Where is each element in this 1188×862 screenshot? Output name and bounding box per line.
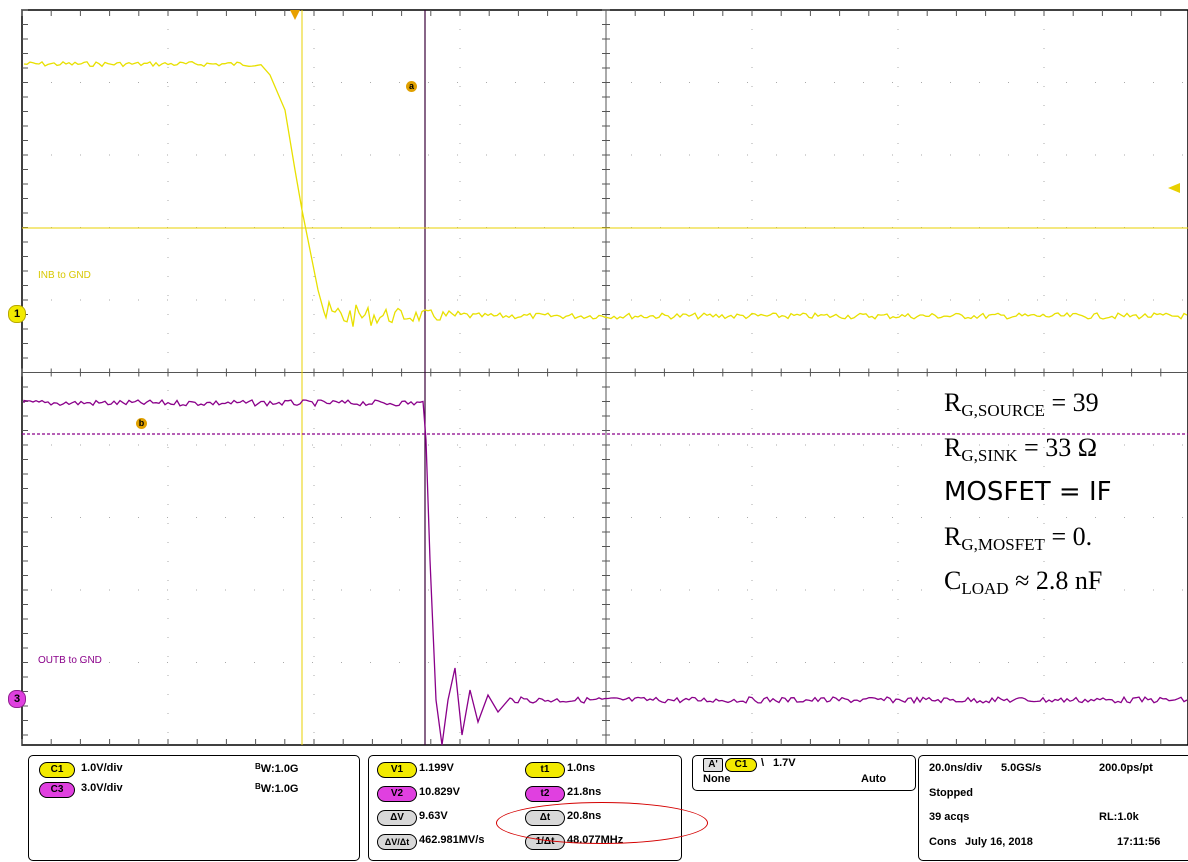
trigger-a-badge[interactable]: A' [703,758,723,772]
ch1-waveform-label: INB to GND [38,270,91,281]
dvdt-badge[interactable]: ΔV/Δt [377,834,417,850]
ch3-ground-marker[interactable]: 3 [8,690,26,708]
c3-badge[interactable]: C3 [39,782,75,798]
acquisition-box[interactable]: 20.0ns/div 5.0GS/s 200.0ps/pt Stopped 39… [918,755,1188,861]
overlay-c-load: CLOAD ≈ 2.8 nF [944,566,1103,598]
c3-bandwidth: BW:1.0G [255,782,299,795]
c1-scale: 1.0V/div [81,762,123,774]
trigger-slope-icon: \ [761,757,765,769]
t2-value: 21.8ns [567,786,602,798]
ch1-ground-marker[interactable]: 1 [8,305,26,323]
cursor-b-marker[interactable]: b [136,418,147,429]
t2-badge[interactable]: t2 [525,786,565,802]
timebase: 20.0ns/div [929,762,983,774]
trigger-source-badge[interactable]: C1 [725,758,757,772]
ch3-waveform-label: OUTB to GND [38,655,102,666]
acquisition-state: Stopped [929,787,973,799]
graticule [21,9,1188,746]
overlay-rg-mosfet: RG,MOSFET = 0. [944,522,1093,554]
acquisition-time: 17:11:56 [1117,836,1161,848]
trigger-level: 1.7V [773,757,796,769]
v1-badge[interactable]: V1 [377,762,417,778]
readout-panel: C1 1.0V/div BW:1.0G C3 3.0V/div BW:1.0G … [0,750,1188,862]
dv-badge[interactable]: ΔV [377,810,417,826]
v2-value: 10.829V [419,786,460,798]
channel-settings-box[interactable]: C1 1.0V/div BW:1.0G C3 3.0V/div BW:1.0G [28,755,360,861]
overlay-mosfet: MOSFET = IF [944,477,1112,507]
v1-value: 1.199V [419,762,454,774]
acquisition-mode: Cons [929,836,957,848]
trigger-position-marker [290,10,300,20]
trigger-coupling: Auto [861,773,887,785]
ch1-waveform-trace [23,61,1188,327]
resolution: 200.0ps/pt [1099,762,1153,774]
c1-badge[interactable]: C1 [39,762,75,778]
ch3-waveform-trace [23,399,1188,746]
acquisition-date: July 16, 2018 [965,836,1033,848]
cursor-a-marker[interactable]: a [406,81,417,92]
record-length: RL:1.0k [1099,811,1139,823]
sample-rate: 5.0GS/s [1001,762,1042,774]
oscilloscope-display: INB to GND OUTB to GND 1 3 a b RG,SOURCE… [8,9,1188,746]
t1-value: 1.0ns [567,762,596,774]
dv-value: 9.63V [419,810,448,822]
c3-scale: 3.0V/div [81,782,123,794]
trigger-settings-box[interactable]: A' C1 \ 1.7V None Auto [692,755,916,791]
trigger-level-marker [1168,183,1180,193]
t1-badge[interactable]: t1 [525,762,565,778]
dvdt-value: 462.981MV/s [419,834,485,846]
dt-highlight-ellipse [496,802,708,844]
trigger-mode: None [703,773,731,785]
acquisition-count: 39 acqs [929,811,970,823]
overlay-rg-source: RG,SOURCE = 39 [944,388,1099,420]
graticule-border [21,9,1188,746]
c1-bandwidth: BW:1.0G [255,762,299,775]
overlay-rg-sink: RG,SINK = 33 Ω [944,433,1098,465]
v2-badge[interactable]: V2 [377,786,417,802]
